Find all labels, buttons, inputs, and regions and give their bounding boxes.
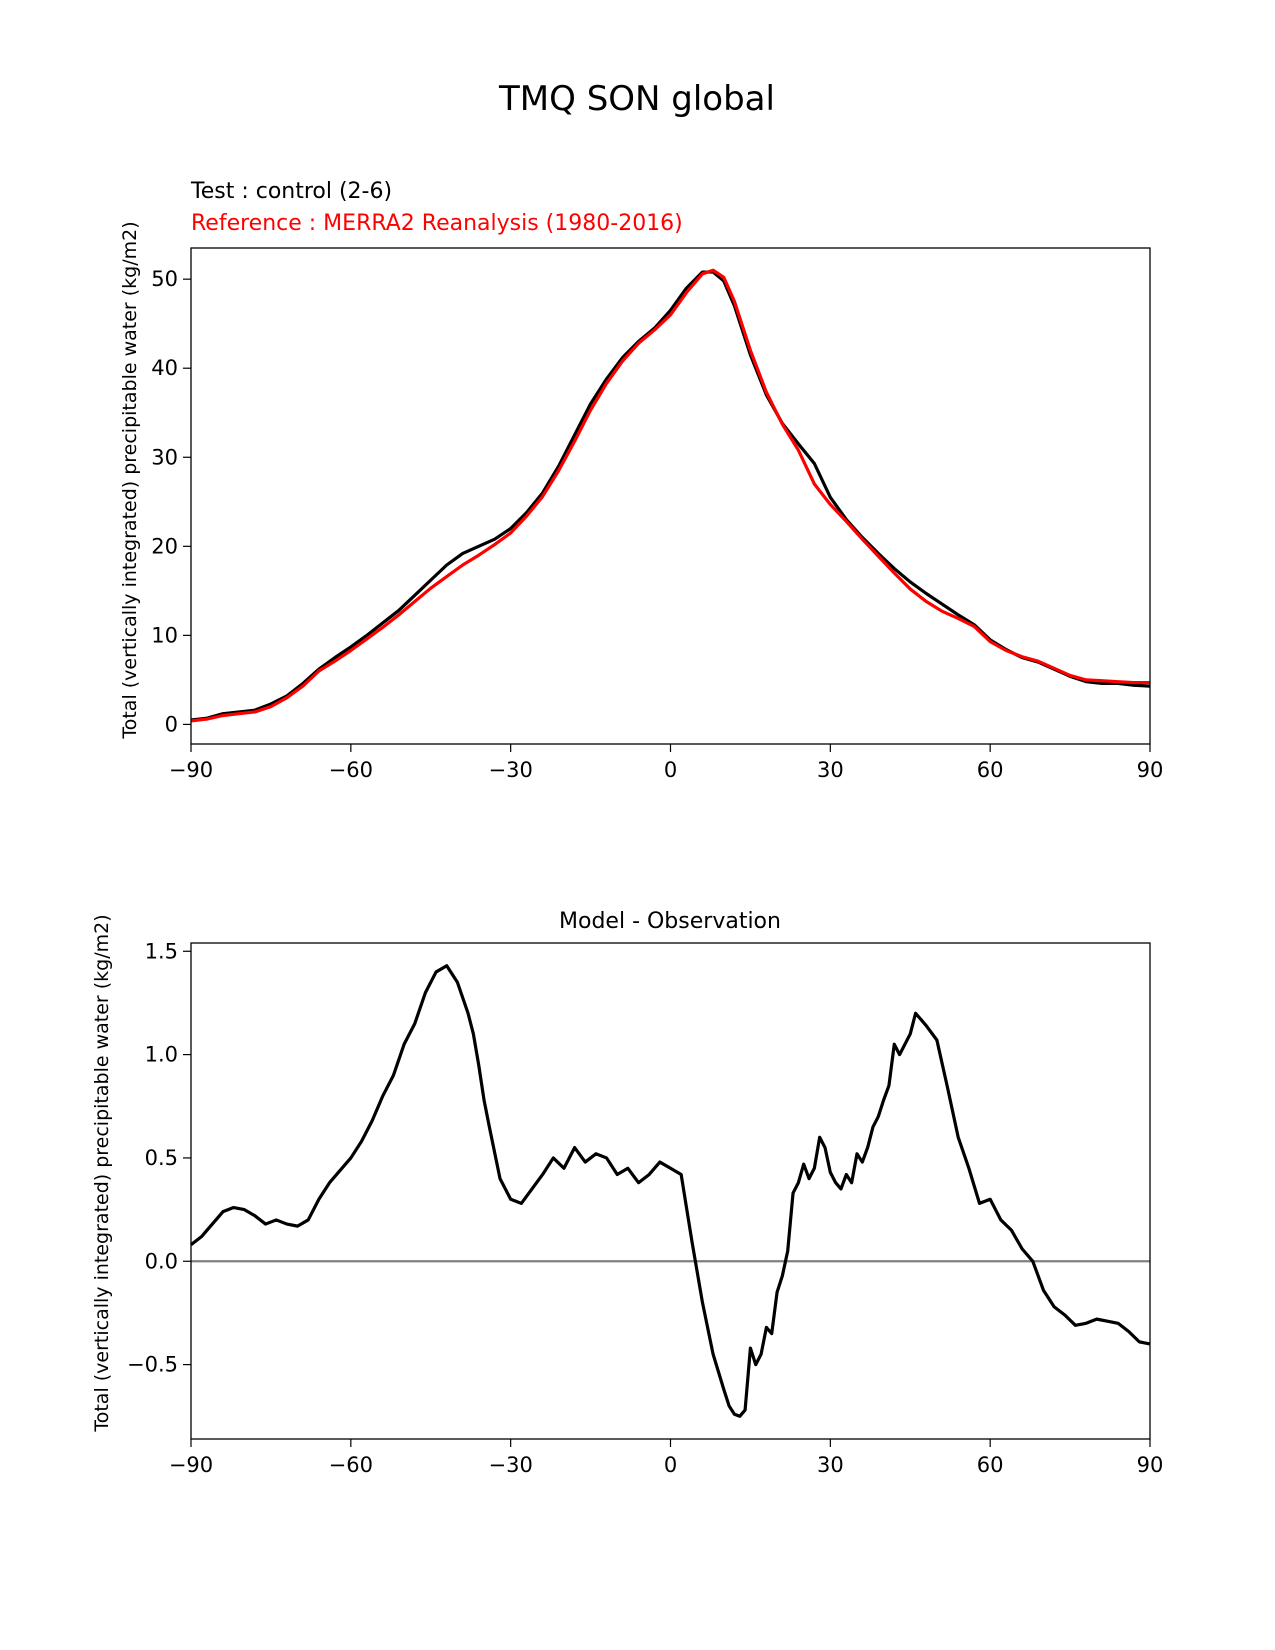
top-panel-xtick-label: −30 <box>489 758 533 782</box>
figure-title: TMQ SON global <box>498 79 775 119</box>
bottom-panel-xtick-label: 0 <box>664 1453 677 1477</box>
bottom-panel-ytick-label: −0.5 <box>127 1353 178 1377</box>
bottom-panel-axes-frame <box>190 942 1151 1440</box>
top-panel-xtick-label: 60 <box>977 758 1004 782</box>
top-panel-xtick-label: 0 <box>664 758 677 782</box>
bottom-panel-ytick-label: 1.0 <box>145 1043 178 1067</box>
bottom-panel-series-difference <box>190 964 1151 1418</box>
bottom-panel-xtick-label: −60 <box>329 1453 373 1477</box>
bottom-panel-xtick-label: 60 <box>977 1453 1004 1477</box>
bottom-panel-xtick-label: 90 <box>1137 1453 1164 1477</box>
top-panel-ytick-label: 0 <box>165 712 178 736</box>
bottom-panel-ytick-label: 0.5 <box>145 1146 178 1170</box>
bottom-panel-xtick-label: 30 <box>817 1453 844 1477</box>
top-panel-ylabel: Total (vertically integrated) precipitab… <box>119 221 141 739</box>
top-panel-series-reference <box>190 268 1150 723</box>
bottom-panel-xtick-label: −90 <box>169 1453 213 1477</box>
top-panel-xtick-label: −60 <box>329 758 373 782</box>
difference-title: Model - Observation <box>559 909 781 934</box>
bottom-panel-ylabel: Total (vertically integrated) precipitab… <box>91 914 113 1432</box>
test-title: Test : control (2-6) <box>190 179 392 204</box>
bottom-panel-plot: Model - Observation Total (vertically in… <box>91 909 1163 1477</box>
top-panel-ytick-label: 20 <box>151 534 178 558</box>
top-panel-ytick-label: 30 <box>151 445 178 469</box>
top-panel-plot: Test : control (2-6) Reference : MERRA2 … <box>119 179 1163 782</box>
bottom-panel-xtick-label: −30 <box>489 1453 533 1477</box>
top-panel-axes-frame <box>190 247 1151 745</box>
top-panel-series-test <box>190 270 1151 722</box>
top-panel-ytick-label: 10 <box>151 623 178 647</box>
top-panel-xtick-label: −90 <box>169 758 213 782</box>
reference-title: Reference : MERRA2 Reanalysis (1980-2016… <box>191 211 683 236</box>
top-panel-ytick-label: 40 <box>151 356 178 380</box>
top-panel-ytick-label: 50 <box>151 267 178 291</box>
bottom-panel-ytick-label: 1.5 <box>145 939 178 963</box>
top-panel-xtick-label: 90 <box>1137 758 1164 782</box>
bottom-panel-ytick-label: 0.0 <box>145 1249 178 1273</box>
top-panel-xtick-label: 30 <box>817 758 844 782</box>
